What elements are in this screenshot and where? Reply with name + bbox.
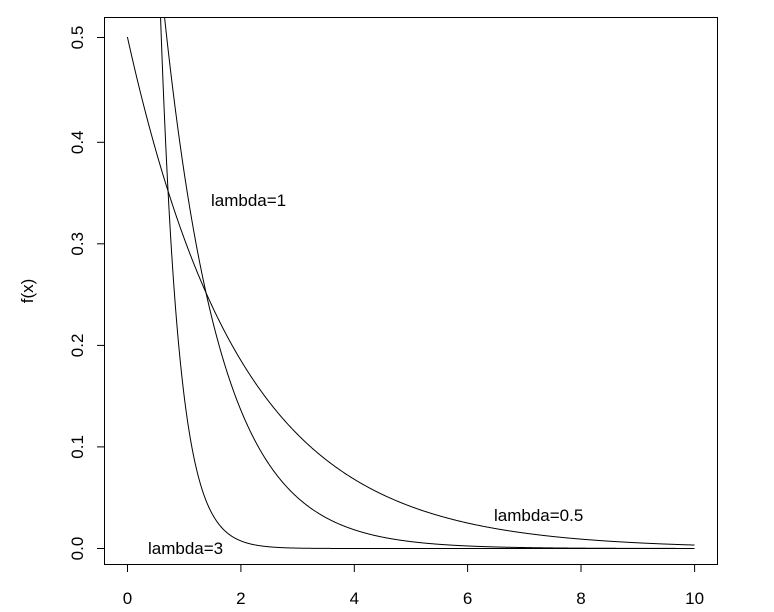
- svg-text:2: 2: [236, 589, 245, 608]
- svg-text:0.4: 0.4: [68, 130, 87, 154]
- svg-text:4: 4: [350, 589, 359, 608]
- svg-text:0.1: 0.1: [68, 435, 87, 459]
- svg-text:0.5: 0.5: [68, 26, 87, 50]
- svg-text:6: 6: [463, 589, 472, 608]
- svg-text:0.3: 0.3: [68, 232, 87, 256]
- svg-text:lambda=1: lambda=1: [211, 191, 286, 210]
- svg-text:8: 8: [576, 589, 585, 608]
- svg-text:10: 10: [685, 589, 704, 608]
- svg-text:f(x): f(x): [18, 279, 37, 304]
- svg-text:lambda=0.5: lambda=0.5: [494, 506, 583, 525]
- svg-text:0: 0: [123, 589, 132, 608]
- svg-text:0.0: 0.0: [68, 537, 87, 561]
- svg-text:0.2: 0.2: [68, 334, 87, 358]
- svg-text:lambda=3: lambda=3: [148, 539, 223, 558]
